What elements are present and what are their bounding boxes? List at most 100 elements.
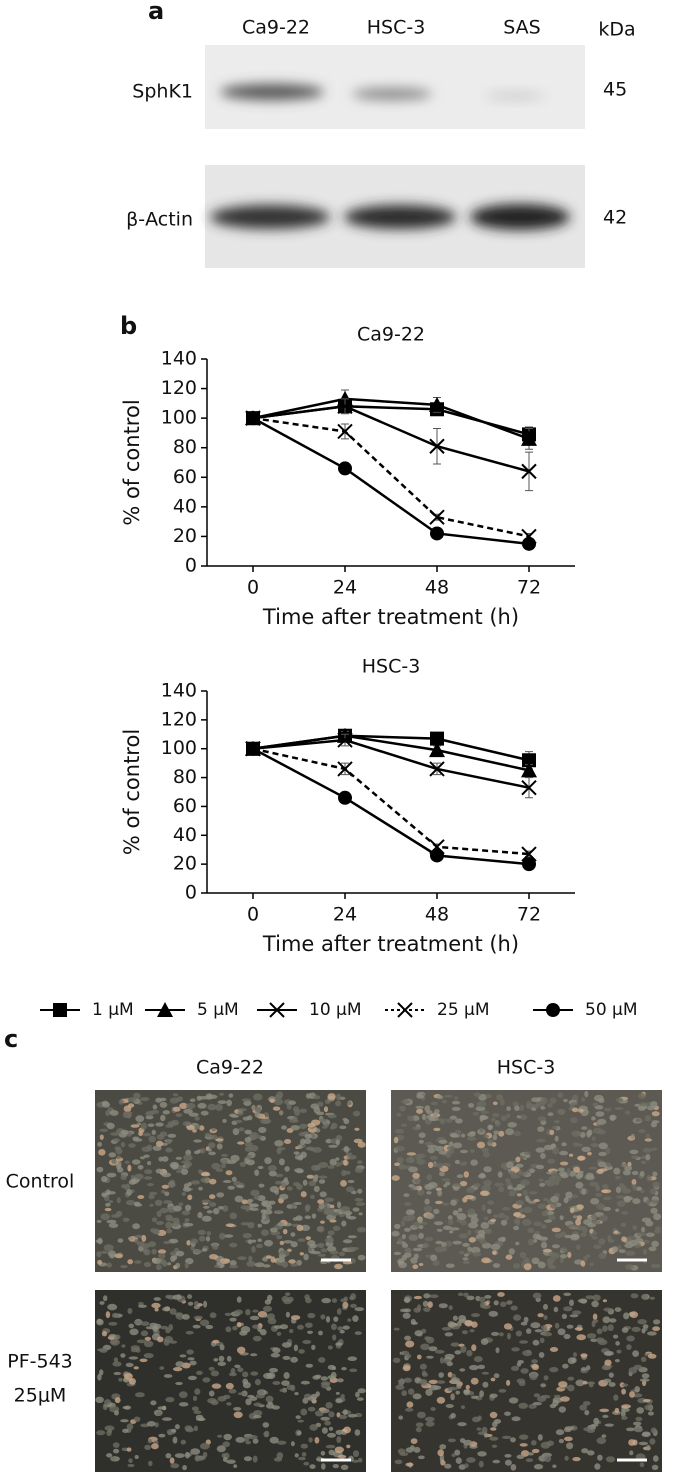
cell: [424, 1416, 435, 1422]
cell: [569, 1299, 574, 1307]
cell: [275, 1180, 282, 1185]
cell: [641, 1217, 652, 1223]
cell: [327, 1093, 336, 1100]
cell: [466, 1187, 475, 1194]
cell: [413, 1446, 421, 1453]
cell: [566, 1168, 571, 1175]
cell: [397, 1258, 405, 1266]
cell: [651, 1464, 659, 1471]
cell: [347, 1235, 357, 1239]
cell: [161, 1172, 172, 1178]
cell: [110, 1457, 116, 1461]
cell: [471, 1313, 480, 1318]
cell: [456, 1383, 462, 1389]
cell: [96, 1166, 104, 1173]
cell: [111, 1159, 117, 1164]
cell: [210, 1399, 219, 1406]
cell: [418, 1139, 424, 1144]
cell: [466, 1295, 475, 1301]
cell: [318, 1175, 328, 1179]
cell: [624, 1165, 633, 1171]
cell: [424, 1198, 430, 1205]
cell: [208, 1366, 215, 1371]
cell: [163, 1200, 173, 1204]
cell: [491, 1331, 500, 1336]
cell: [424, 1183, 434, 1191]
cell: [247, 1115, 253, 1121]
cell: [286, 1103, 292, 1110]
cell: [327, 1114, 337, 1119]
cell: [592, 1294, 601, 1301]
cell: [582, 1380, 588, 1385]
cell: [162, 1307, 171, 1312]
marker: [338, 790, 352, 805]
cell: [250, 1371, 259, 1376]
cell: [100, 1213, 110, 1221]
cell: [598, 1151, 607, 1157]
cell: [148, 1135, 156, 1143]
cell: [133, 1092, 141, 1099]
cell: [584, 1410, 590, 1416]
cell: [338, 1414, 348, 1420]
cell: [142, 1132, 152, 1137]
cell: [508, 1193, 516, 1197]
cell: [430, 1101, 438, 1106]
cell: [410, 1257, 418, 1264]
cell: [440, 1460, 446, 1466]
cell: [461, 1405, 465, 1409]
cell: [296, 1430, 302, 1436]
cell: [191, 1406, 199, 1411]
cell: [256, 1135, 262, 1139]
cell: [621, 1211, 629, 1215]
cell: [399, 1452, 409, 1456]
series-line: [252, 747, 530, 856]
cell: [534, 1230, 541, 1235]
cell: [434, 1246, 445, 1253]
cell: [484, 1183, 491, 1187]
cell: [279, 1324, 289, 1330]
cell: [456, 1174, 464, 1179]
cell: [269, 1436, 279, 1444]
marker: [246, 411, 260, 426]
cell: [126, 1423, 134, 1430]
cell: [478, 1296, 486, 1303]
y-tick-label: 100: [161, 737, 197, 759]
cell: [327, 1230, 335, 1236]
marker: [521, 846, 537, 862]
cell: [354, 1429, 361, 1436]
cell: [236, 1296, 242, 1303]
cell: [145, 1115, 154, 1120]
cell: [567, 1357, 576, 1365]
cell: [404, 1202, 412, 1206]
cell: [513, 1263, 521, 1269]
cell: [436, 1095, 444, 1100]
cell: [246, 1261, 256, 1267]
cell: [574, 1327, 583, 1331]
cell: [569, 1314, 579, 1318]
cell: [493, 1130, 500, 1135]
cell: [420, 1343, 430, 1351]
cell: [207, 1148, 212, 1152]
cell: [124, 1405, 132, 1410]
cell: [478, 1460, 484, 1468]
cell: [300, 1191, 307, 1198]
cell: [581, 1126, 588, 1130]
cell: [500, 1219, 508, 1226]
cell: [178, 1202, 184, 1207]
cell: [599, 1408, 610, 1413]
cell: [540, 1106, 546, 1110]
cell: [128, 1236, 134, 1241]
cell: [650, 1101, 658, 1108]
cell: [347, 1154, 357, 1160]
cell: [324, 1123, 329, 1128]
cell: [591, 1213, 597, 1220]
cell: [193, 1249, 203, 1254]
cell: [297, 1144, 303, 1150]
cell: [187, 1181, 192, 1187]
cell: [254, 1378, 261, 1386]
size-label: 45: [603, 79, 627, 101]
cell: [587, 1151, 592, 1156]
cell: [174, 1424, 180, 1430]
cell: [602, 1196, 612, 1201]
cell: [219, 1232, 226, 1240]
